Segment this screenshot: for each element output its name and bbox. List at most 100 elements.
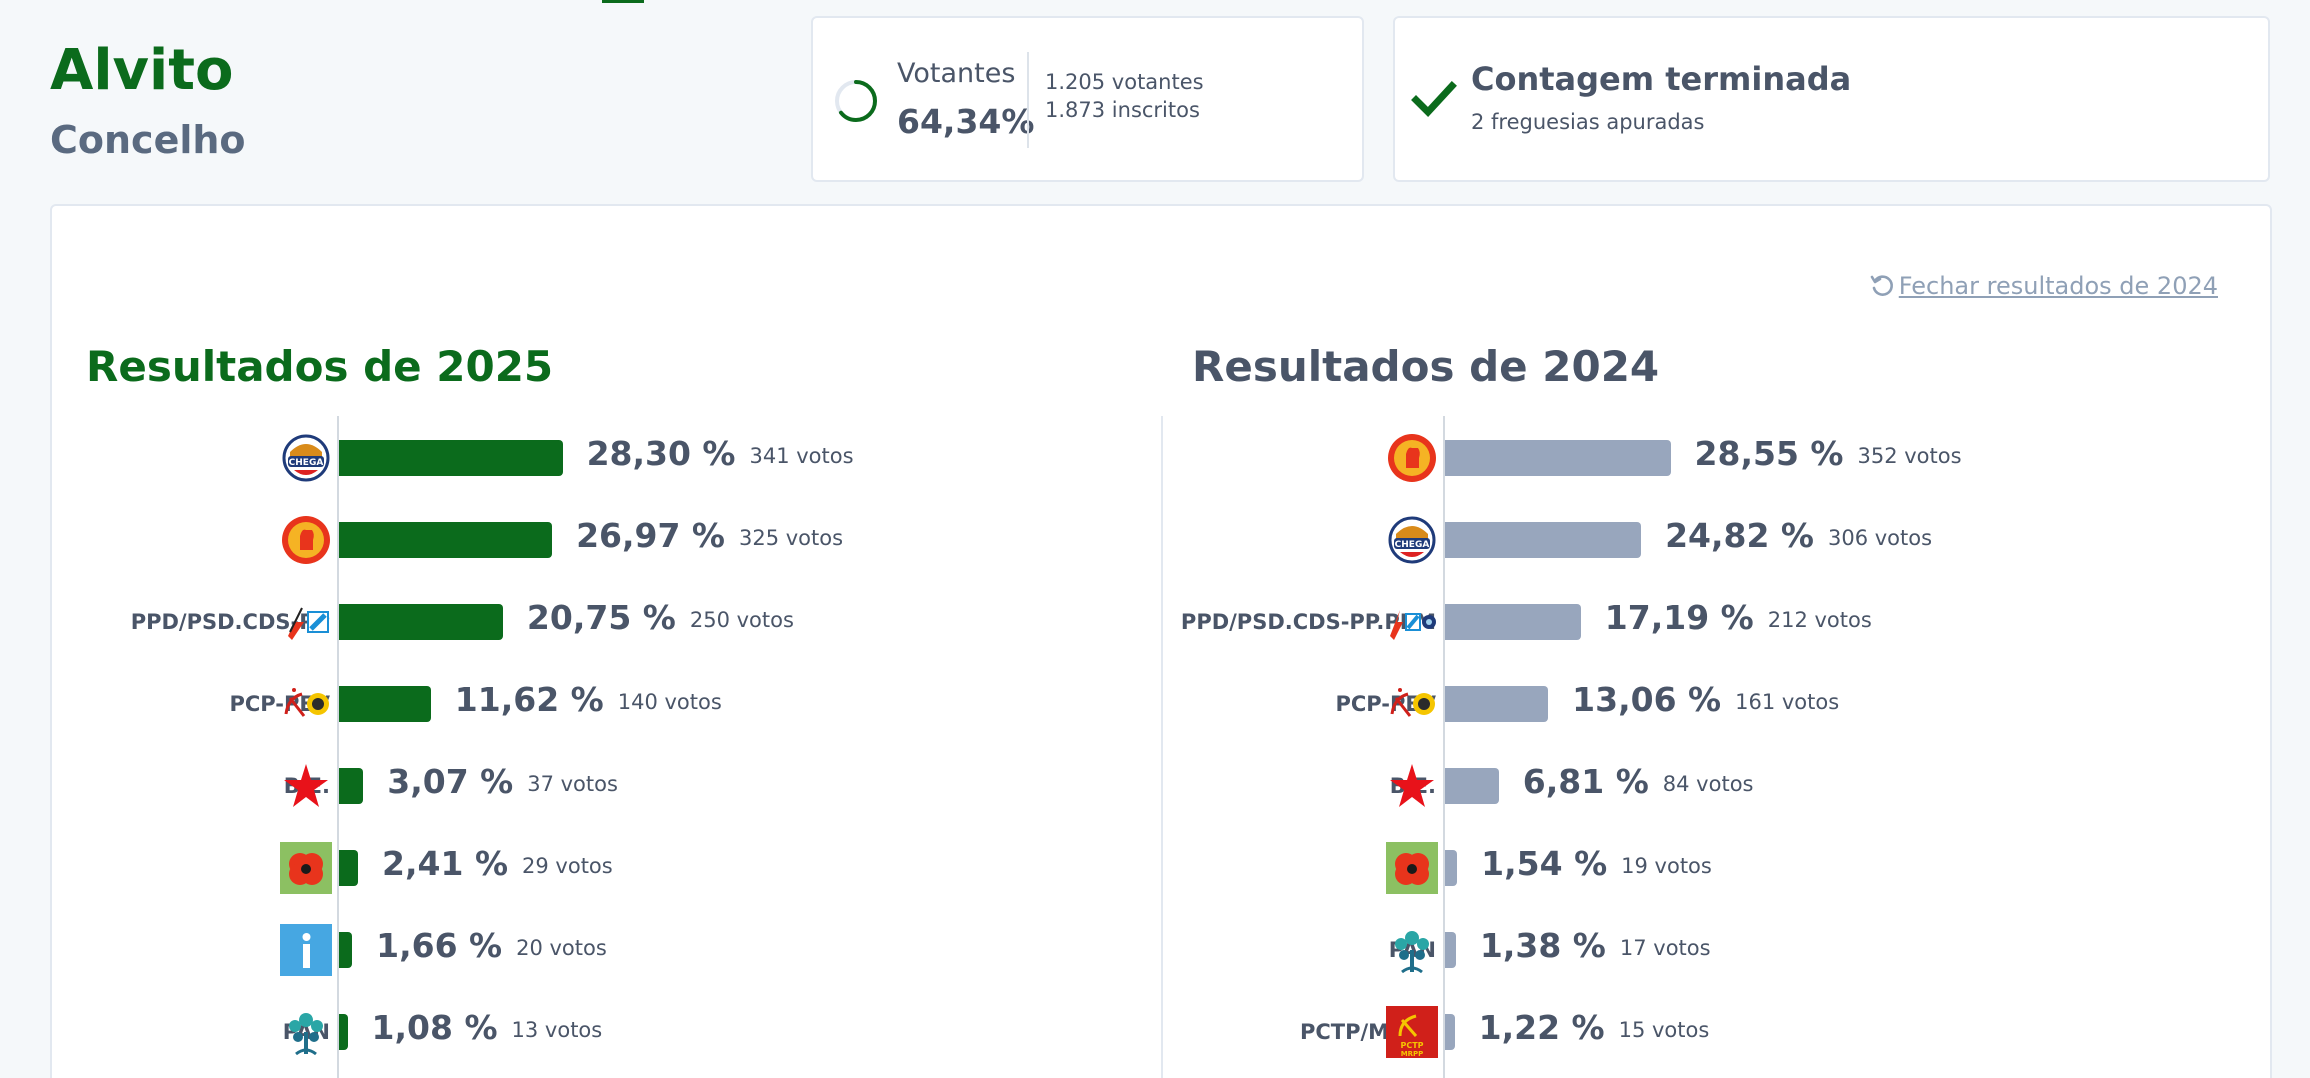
bar-row: B.E.6,81 %84 votos (1158, 756, 2158, 816)
percent-label: 1,54 % (1481, 844, 1608, 883)
bar-row: CHCHEGA28,30 %341 votos (52, 428, 1052, 488)
percent-label: 28,30 % (586, 434, 736, 473)
undo-icon (1870, 275, 1893, 296)
svg-text:CHEGA: CHEGA (1395, 540, 1430, 550)
divider (1027, 52, 1029, 148)
bar-row: PCTP/MRPP PCTP MRPP 1,22 % 15 votos (1158, 1002, 2158, 1062)
svg-text:MRPP: MRPP (1401, 1050, 1424, 1058)
results-2024-chart: PS28,55 %352 votosCHCHEGA24,82 %306 voto… (1158, 416, 2158, 1078)
bar-row: PPD/PSD.CDS-PP 20,75 % 250 votos (52, 592, 1052, 652)
bar-row: L2,41 %29 votos (52, 838, 1052, 898)
turnout-label: Votantes (897, 58, 1016, 89)
votes-label: 212 votos (1767, 608, 1872, 632)
percent-label: 1,66 % (376, 926, 503, 965)
bar-row: B.E.3,07 %37 votos (52, 756, 1052, 816)
chart-axis (1443, 416, 1445, 1078)
bar (1445, 604, 1581, 640)
bar-row: PAN1,38 %17 votos (1158, 920, 2158, 980)
percent-label: 1,08 % (371, 1008, 498, 1047)
registered-count: 1.873 inscritos (1045, 98, 1200, 122)
percent-label: 1,22 % (1478, 1008, 1605, 1047)
percent-label: 1,38 % (1479, 926, 1606, 965)
count-status-title: Contagem terminada (1471, 60, 1852, 98)
close-2024-results-link[interactable]: Fechar resultados de 2024 (1869, 272, 2218, 300)
votes-label: 352 votos (1857, 444, 1962, 468)
bar (339, 1014, 348, 1050)
votes-label: 341 votos (749, 444, 854, 468)
votes-label: 84 votos (1662, 772, 1754, 796)
percent-label: 26,97 % (576, 516, 725, 555)
votes-label: 15 votos (1618, 1018, 1710, 1042)
pcp-pev-logo (1390, 688, 1435, 717)
bar (1445, 440, 1671, 476)
check-icon (1411, 81, 1457, 118)
close-2024-results-label: Fechar resultados de 2024 (1898, 272, 2218, 300)
bar (339, 768, 364, 804)
bar-row: L1,54 %19 votos (1158, 838, 2158, 898)
bar (1445, 932, 1456, 968)
percent-label: 24,82 % (1665, 516, 1814, 555)
bar-row: CHCHEGA24,82 %306 votos (1158, 510, 2158, 570)
count-status-subtitle: 2 freguesias apuradas (1471, 110, 1705, 134)
party-label: PCP-PEV (1335, 692, 1436, 716)
percent-label: 28,55 % (1694, 434, 1844, 473)
results-2025-chart: CHCHEGA28,30 %341 votosPS26,97 %325 voto… (52, 416, 1052, 1078)
page-title: Alvito (50, 38, 234, 103)
turnout-ring-icon (835, 80, 877, 122)
chega-logo: CHEGA (1388, 516, 1436, 564)
livre-logo (280, 842, 332, 894)
chega-logo: CHEGA (282, 434, 330, 482)
ps-logo (282, 516, 330, 564)
percent-label: 3,07 % (387, 762, 514, 801)
bar (1445, 768, 1499, 804)
percent-label: 17,19 % (1604, 598, 1754, 637)
results-panel: Fechar resultados de 2024 Resultados de … (50, 204, 2272, 1078)
bar-row: PAN1,08 %13 votos (52, 1002, 1052, 1062)
bar (339, 932, 353, 968)
votes-label: 20 votos (516, 936, 607, 960)
bar-row: IL1,66 %20 votos (52, 920, 1052, 980)
turnout-value: 64,34% (897, 102, 1035, 141)
party-label: PPD/PSD.CDS-PP (130, 610, 330, 634)
votes-label: 29 votos (522, 854, 613, 878)
bar (339, 604, 503, 640)
votes-label: 37 votos (527, 772, 618, 796)
votes-label: 250 votos (689, 608, 794, 632)
svg-text:PCTP: PCTP (1400, 1041, 1423, 1050)
percent-label: 2,41 % (382, 844, 509, 883)
psd-cds-ppm-logo (1390, 610, 1436, 640)
livre-logo (1386, 842, 1438, 894)
votes-label: 140 votos (617, 690, 722, 714)
votes-label: 325 votos (739, 526, 844, 550)
be-logo (284, 764, 328, 807)
bar (339, 440, 563, 476)
be-logo (1390, 764, 1434, 807)
il-logo (280, 924, 332, 976)
pcp-pev-logo (284, 688, 329, 717)
votes-label: 161 votos (1735, 690, 1840, 714)
percent-label: 6,81 % (1522, 762, 1649, 801)
bar-row: PCP-PEV 11,62 % 140 votos (52, 674, 1052, 734)
turnout-card: Votantes 64,34% 1.205 votantes 1.873 ins… (811, 16, 1364, 182)
bar (1445, 850, 1458, 886)
svg-text:CHEGA: CHEGA (289, 458, 324, 468)
count-status-card: Contagem terminada 2 freguesias apuradas (1393, 16, 2270, 182)
pan-logo (289, 1013, 323, 1056)
pan-logo (1395, 931, 1429, 974)
party-label: PPD/PSD.CDS-PP.PPM (1180, 610, 1436, 634)
votes-label: 19 votos (1621, 854, 1712, 878)
bar-row: PS26,97 %325 votos (52, 510, 1052, 570)
tab-indicator (602, 0, 644, 3)
bar (339, 686, 431, 722)
bar-row: PCP-PEV 13,06 % 161 votos (1158, 674, 2158, 734)
bar (1445, 522, 1642, 558)
results-2024-title: Resultados de 2024 (1192, 342, 1660, 391)
bar (1445, 686, 1549, 722)
ps-logo (1388, 434, 1436, 482)
psd-cds-logo (288, 607, 329, 640)
column-divider (1161, 416, 1163, 1078)
results-2025-title: Resultados de 2025 (86, 342, 554, 391)
votes-label: 306 votos (1828, 526, 1933, 550)
chart-axis (337, 416, 339, 1078)
